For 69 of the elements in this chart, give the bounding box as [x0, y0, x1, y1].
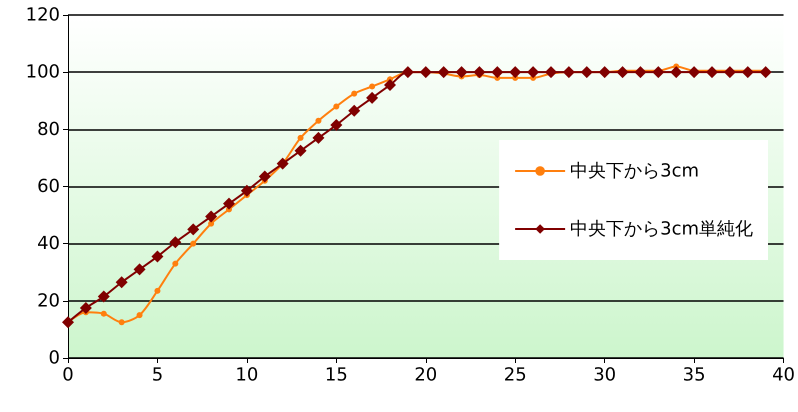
x-tick-label: 20: [414, 364, 438, 386]
point: [527, 66, 540, 78]
point: [760, 66, 772, 78]
point: [98, 290, 110, 303]
point: [62, 316, 74, 328]
point: [384, 79, 396, 92]
x-tick-label: 15: [324, 364, 348, 386]
x-tick-label: 40: [772, 364, 795, 386]
point: [473, 66, 486, 78]
x-tick-label: 10: [235, 364, 258, 386]
x-tick-label: 30: [593, 364, 616, 386]
point: [240, 184, 253, 197]
point: [562, 66, 575, 78]
y-tick-label: 20: [37, 290, 60, 312]
point: [634, 66, 646, 78]
y-tick-label: 0: [48, 348, 60, 368]
point: [258, 170, 271, 182]
point: [134, 263, 146, 276]
point: [154, 288, 160, 294]
y-tick-label: 60: [37, 176, 60, 197]
point: [688, 66, 700, 78]
point: [190, 240, 196, 247]
point: [652, 66, 664, 78]
point: [706, 66, 718, 78]
point: [169, 236, 182, 248]
point: [724, 66, 736, 78]
point: [315, 118, 322, 124]
y-tick-label: 100: [26, 62, 60, 83]
point: [100, 310, 107, 317]
point: [118, 319, 125, 326]
point: [348, 104, 360, 117]
point: [172, 260, 178, 267]
point: [616, 66, 629, 78]
point: [366, 92, 378, 104]
legend-label: 中央下から3cm: [570, 160, 700, 182]
point: [223, 198, 235, 210]
x-tick-label: 0: [62, 364, 74, 386]
point: [205, 210, 218, 223]
point: [420, 66, 432, 78]
point: [187, 223, 200, 236]
point: [312, 132, 324, 144]
x-tick-label: 35: [682, 364, 706, 386]
x-tick-label: 25: [504, 364, 527, 386]
point: [369, 83, 376, 90]
point: [333, 103, 340, 110]
legend-label: 中央下から3cm単純化: [570, 218, 754, 240]
point: [456, 66, 468, 78]
point: [351, 90, 358, 97]
point: [151, 250, 164, 263]
point: [670, 66, 682, 78]
point: [276, 158, 289, 170]
point: [438, 66, 450, 78]
point: [598, 66, 611, 78]
point: [294, 144, 307, 157]
point: [580, 66, 593, 78]
point: [544, 66, 557, 78]
point: [742, 66, 754, 78]
point: [116, 276, 128, 288]
point: [330, 119, 342, 132]
y-tick-label: 80: [37, 118, 60, 140]
y-tick-label: 120: [26, 4, 60, 26]
x-tick-label: 5: [152, 364, 164, 386]
point: [491, 66, 504, 78]
point: [402, 66, 414, 78]
point: [136, 312, 143, 318]
point: [298, 134, 304, 141]
point: [509, 66, 522, 78]
point: [80, 302, 92, 314]
y-tick-label: 40: [37, 233, 60, 254]
